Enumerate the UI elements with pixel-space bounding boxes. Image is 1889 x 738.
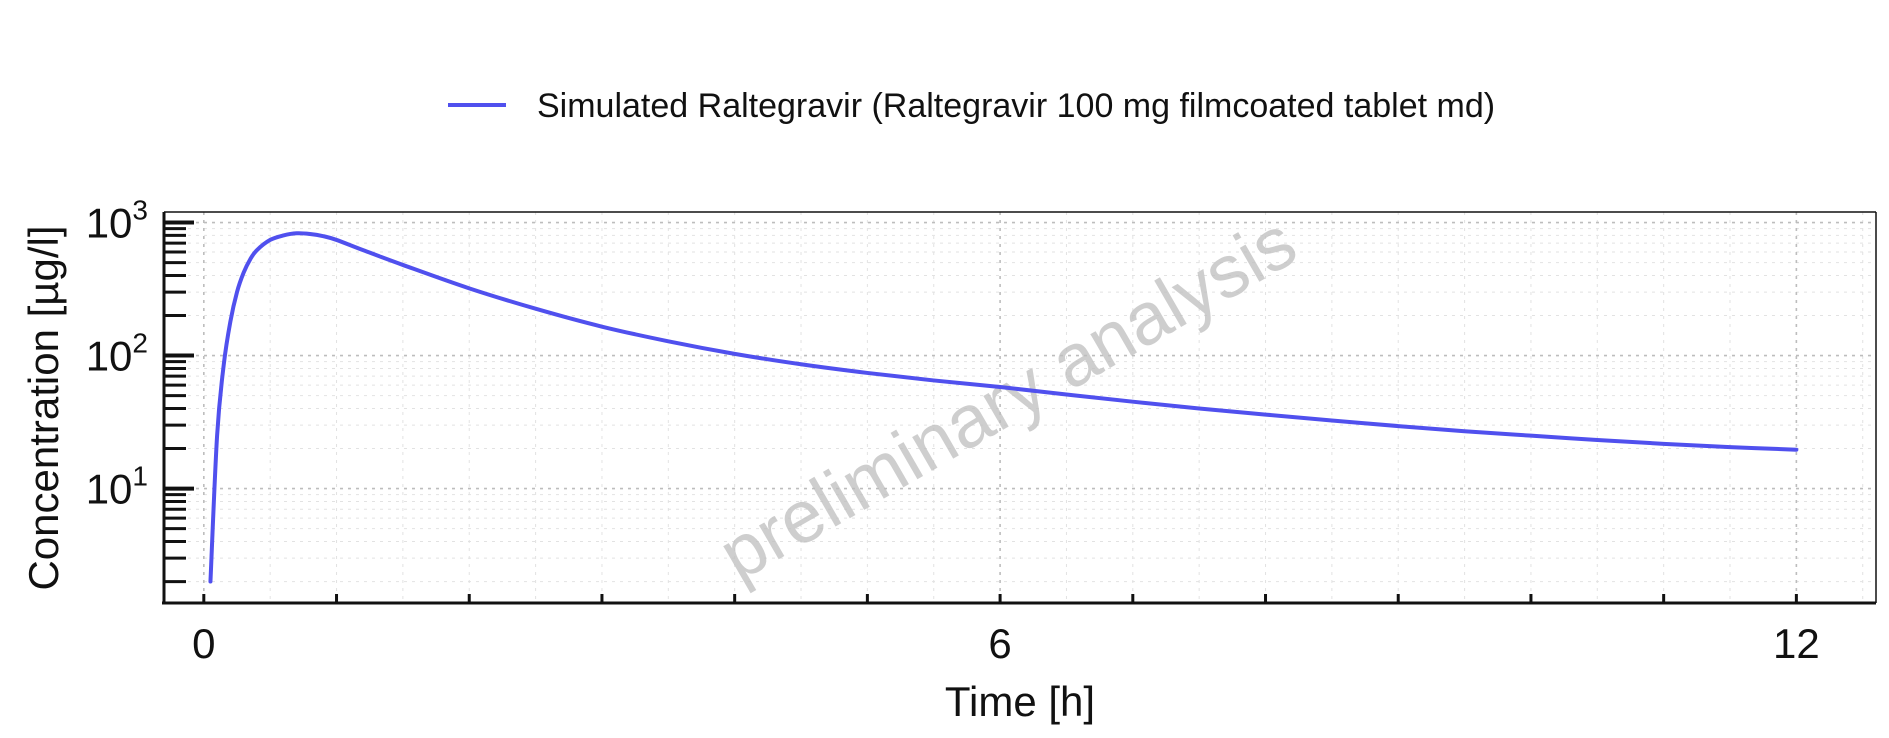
- x-axis-title: Time [h]: [945, 678, 1095, 725]
- y-ticks: 101 102 103: [86, 195, 194, 584]
- x-tick-label: 0: [192, 620, 215, 667]
- series-layer: [208, 231, 1799, 584]
- x-tick-label: 12: [1773, 620, 1820, 667]
- series-line: [208, 231, 1799, 584]
- y-tick-label: 101: [86, 461, 148, 513]
- legend-label: Simulated Raltegravir (Raltegravir 100 m…: [537, 87, 1495, 125]
- major-grid: [164, 212, 1876, 603]
- minor-grid: [164, 212, 1876, 603]
- plot-area: [164, 212, 1876, 602]
- y-tick-label: 103: [86, 195, 148, 247]
- x-ticks: 0 6 12: [192, 594, 1820, 667]
- y-axis-title: Concentration [µg/l]: [20, 225, 67, 590]
- x-tick-label: 6: [988, 620, 1011, 667]
- legend: Simulated Raltegravir (Raltegravir 100 m…: [448, 87, 1495, 125]
- y-tick-label: 102: [86, 328, 148, 380]
